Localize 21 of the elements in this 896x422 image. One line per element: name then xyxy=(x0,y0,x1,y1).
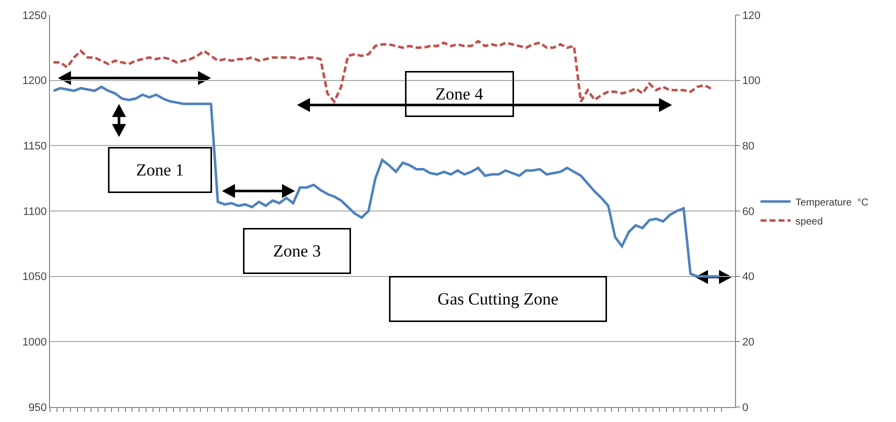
y2-tick-label: 40 xyxy=(742,271,754,284)
y-tick-label: 1050 xyxy=(22,271,47,284)
annotation: Zone 4 xyxy=(435,84,484,104)
legend-label: speed xyxy=(796,216,823,228)
y-tick-label: 1000 xyxy=(22,336,47,349)
annotation: Gas Cutting Zone xyxy=(438,290,558,308)
annotation: Zone 3 xyxy=(273,242,321,260)
y-tick-label: 1200 xyxy=(22,75,47,88)
y2-tick-label: 20 xyxy=(742,336,754,349)
legend-label: Temperature °C xyxy=(796,197,868,208)
y-tick-label: 1150 xyxy=(23,140,47,153)
y-tick-label: 1250 xyxy=(22,10,47,22)
y2-tick-label: 100 xyxy=(742,75,761,88)
y2-tick-label: 0 xyxy=(742,402,748,414)
annotation: Zone 1 xyxy=(136,160,184,180)
y2-tick-label: 60 xyxy=(742,206,754,218)
line-series xyxy=(52,40,712,103)
y-tick-label: 950 xyxy=(28,402,47,414)
y2-tick-label: 120 xyxy=(742,10,761,22)
y2-tick-label: 80 xyxy=(742,140,754,153)
y-tick-label: 1100 xyxy=(23,206,47,218)
